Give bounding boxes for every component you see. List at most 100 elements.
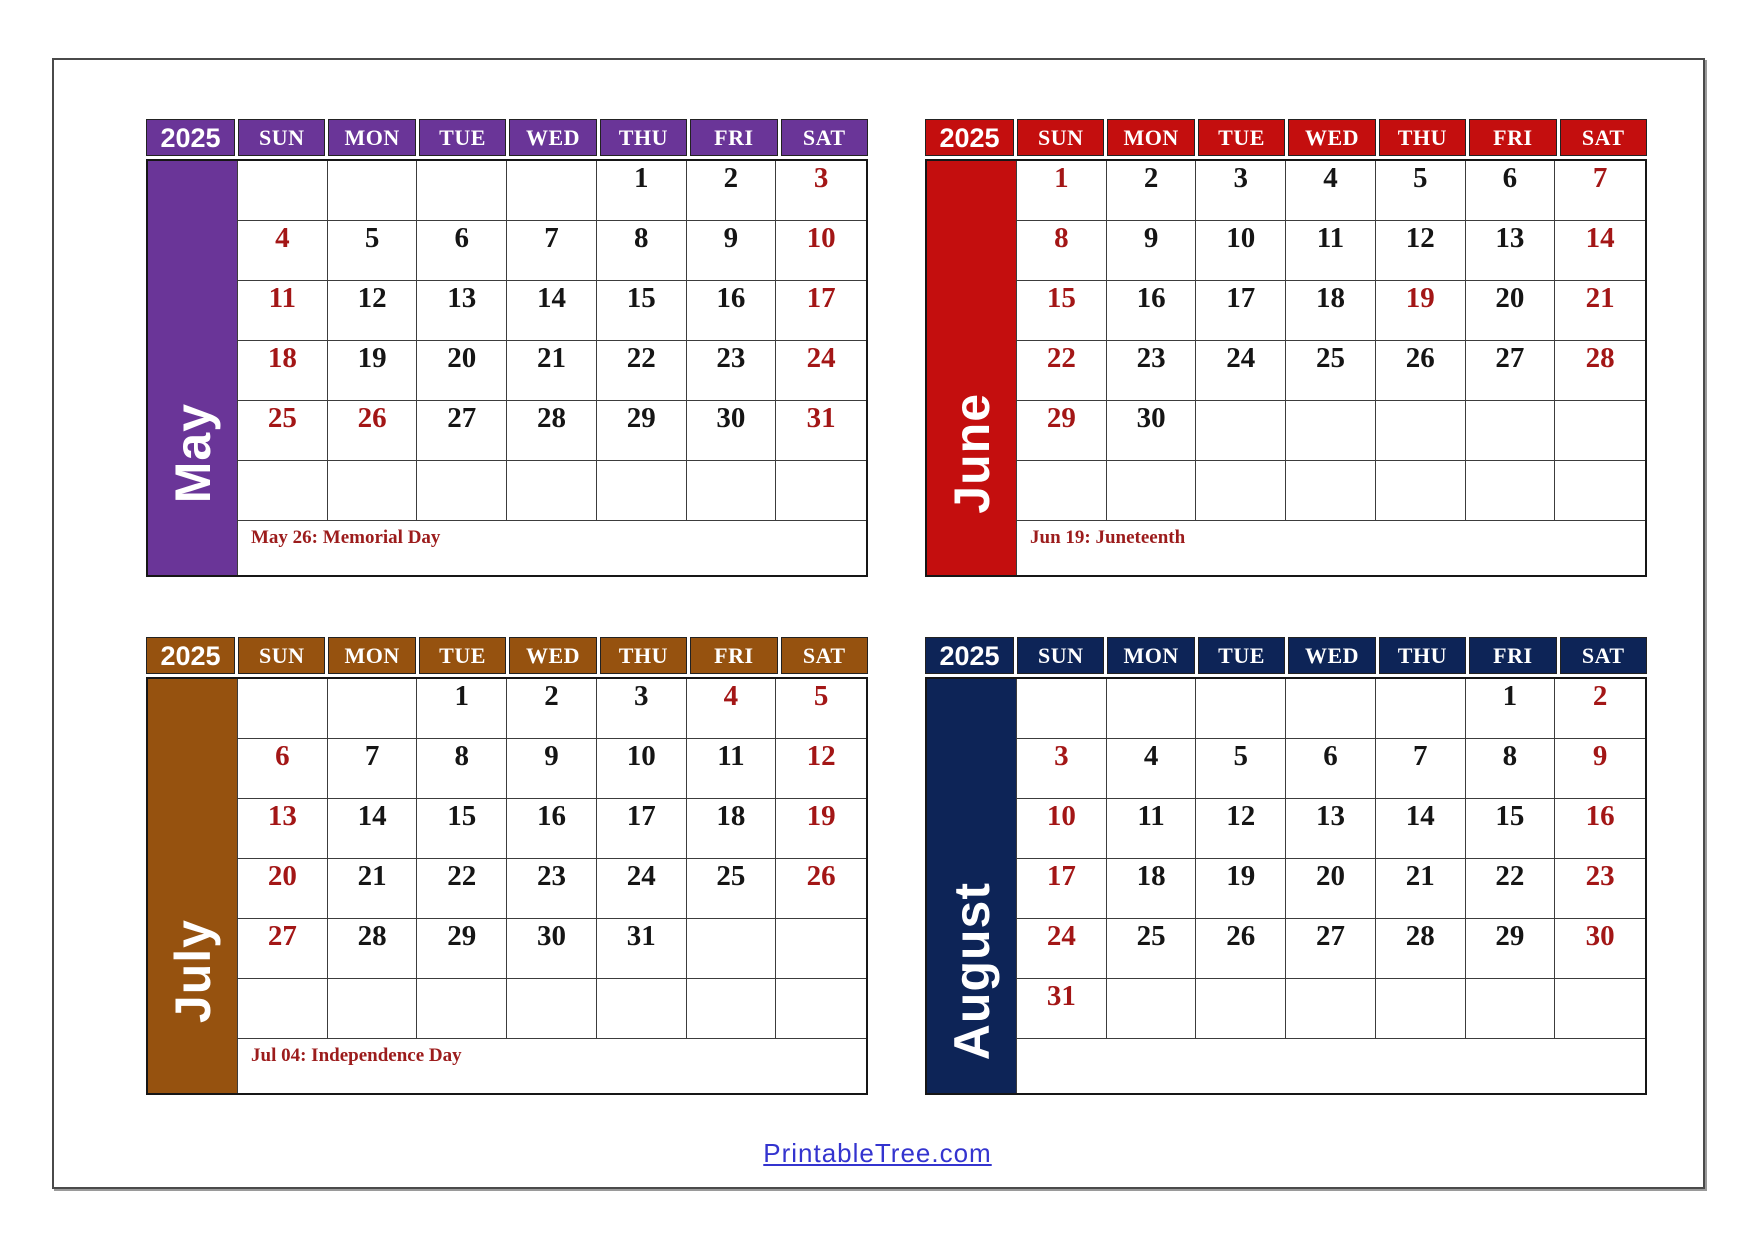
date-cell-23: 23 — [1106, 341, 1197, 401]
day-header-tue: TUE — [1197, 119, 1286, 156]
holiday-note: Jun 19: Juneteenth — [1030, 527, 1186, 548]
date-cell-25: 25 — [238, 401, 328, 461]
day-header-wed: WED — [1288, 119, 1376, 156]
day-header-sat: SAT — [780, 637, 868, 674]
date-cell-21: 21 — [327, 859, 418, 919]
date-cell-5: 5 — [1375, 161, 1466, 221]
date-cell-24: 24 — [776, 341, 866, 401]
date-cell-30: 30 — [686, 401, 777, 461]
date-cell-25: 25 — [686, 859, 777, 919]
date-cell-3: 3 — [596, 679, 687, 739]
date-cell-10: 10 — [1196, 221, 1287, 281]
day-header-row: SUN MON TUE WED THU FRI SAT — [238, 637, 868, 674]
calendar-body: July 1 2 3 4 5 6 7 8 9 10 11 12 13 14 15 16 17 18 19 20 21 22… — [146, 677, 868, 1095]
date-cell-12: 12 — [1375, 221, 1466, 281]
date-cell-empty — [596, 979, 687, 1039]
date-cell-9: 9 — [507, 739, 597, 799]
calendar-body: May 1 2 3 4 5 6 7 8 9 10 11 12 13 14 15 16 17 18 19 20 21 22 2… — [146, 159, 868, 577]
date-cell-22: 22 — [417, 859, 508, 919]
date-cell-30: 30 — [1555, 919, 1645, 979]
date-cell-1: 1 — [1465, 679, 1556, 739]
day-header-mon: MON — [328, 637, 416, 674]
date-cell-28: 28 — [507, 401, 597, 461]
date-cell-15: 15 — [596, 281, 687, 341]
date-cell-12: 12 — [1196, 799, 1287, 859]
date-cell-empty — [1375, 461, 1466, 521]
date-cell-11: 11 — [238, 281, 328, 341]
year-label: 2025 — [146, 637, 235, 674]
date-cell-24: 24 — [1017, 919, 1107, 979]
date-cell-17: 17 — [596, 799, 687, 859]
date-cell-13: 13 — [417, 281, 508, 341]
date-cell-9: 9 — [686, 221, 777, 281]
date-cell-empty — [686, 979, 777, 1039]
date-cell-21: 21 — [1375, 859, 1466, 919]
date-cell-empty — [417, 979, 508, 1039]
date-cell-23: 23 — [507, 859, 597, 919]
day-header-wed: WED — [509, 637, 597, 674]
date-cell-18: 18 — [1106, 859, 1197, 919]
month-label: August — [943, 881, 1000, 1061]
date-cell-19: 19 — [776, 799, 866, 859]
date-cell-15: 15 — [1465, 799, 1556, 859]
date-cell-2: 2 — [686, 161, 777, 221]
date-cell-1: 1 — [1017, 161, 1107, 221]
day-header-sun: SUN — [238, 637, 326, 674]
date-cell-empty — [1286, 979, 1376, 1039]
day-header-fri: FRI — [690, 119, 778, 156]
date-cell-23: 23 — [1555, 859, 1645, 919]
date-cell-empty — [1286, 679, 1376, 739]
day-header-sat: SAT — [780, 119, 868, 156]
date-grid: 1 2 3 4 5 6 7 8 9 10 11 12 13 14 15 16 17 18 19 20 21 22 23 24 2… — [1017, 679, 1645, 1039]
month-label: June — [943, 392, 1000, 514]
date-cell-20: 20 — [417, 341, 508, 401]
date-cell-18: 18 — [686, 799, 777, 859]
date-cell-empty — [1196, 401, 1287, 461]
page-border-frame — [52, 58, 1705, 1189]
date-cell-empty — [686, 919, 777, 979]
date-cell-empty — [1465, 401, 1556, 461]
date-cell-2: 2 — [1555, 679, 1645, 739]
date-cell-14: 14 — [507, 281, 597, 341]
date-cell-6: 6 — [417, 221, 508, 281]
date-cell-17: 17 — [1196, 281, 1287, 341]
date-cell-empty — [1017, 461, 1107, 521]
date-cell-12: 12 — [776, 739, 866, 799]
date-cell-13: 13 — [1465, 221, 1556, 281]
date-cell-empty — [507, 461, 597, 521]
date-cell-30: 30 — [507, 919, 597, 979]
day-header-sat: SAT — [1559, 119, 1647, 156]
calendar-header: 2025 SUN MON TUE WED THU FRI SAT — [146, 637, 868, 674]
date-cell-25: 25 — [1106, 919, 1197, 979]
date-cell-8: 8 — [1017, 221, 1107, 281]
date-cell-empty — [1106, 679, 1197, 739]
date-cell-empty — [1196, 979, 1287, 1039]
date-cell-27: 27 — [238, 919, 328, 979]
day-header-thu: THU — [599, 119, 688, 156]
date-cell-17: 17 — [1017, 859, 1107, 919]
date-cell-16: 16 — [1555, 799, 1645, 859]
date-cell-26: 26 — [1196, 919, 1287, 979]
site-link[interactable]: PrintableTree.com — [763, 1138, 992, 1168]
date-cell-empty — [417, 161, 508, 221]
day-header-sat: SAT — [1559, 637, 1647, 674]
date-cell-empty — [776, 919, 866, 979]
date-cell-empty — [1017, 679, 1107, 739]
grid-area: 1 2 3 4 5 6 7 8 9 10 11 12 13 14 15 16 17 18 19 20 21 22 23 24 2… — [1017, 161, 1645, 575]
date-cell-4: 4 — [1286, 161, 1376, 221]
date-cell-24: 24 — [1196, 341, 1287, 401]
day-header-mon: MON — [1107, 119, 1195, 156]
date-cell-17: 17 — [776, 281, 866, 341]
date-cell-22: 22 — [1465, 859, 1556, 919]
date-cell-2: 2 — [507, 679, 597, 739]
date-cell-empty — [507, 161, 597, 221]
date-cell-empty — [327, 461, 418, 521]
date-cell-19: 19 — [1375, 281, 1466, 341]
date-cell-18: 18 — [1286, 281, 1376, 341]
date-grid: 1 2 3 4 5 6 7 8 9 10 11 12 13 14 15 16 17 18 19 20 21 22 23 24 2… — [238, 679, 866, 1039]
date-cell-16: 16 — [1106, 281, 1197, 341]
holiday-note: May 26: Memorial Day — [251, 527, 441, 548]
day-header-tue: TUE — [1197, 637, 1286, 674]
